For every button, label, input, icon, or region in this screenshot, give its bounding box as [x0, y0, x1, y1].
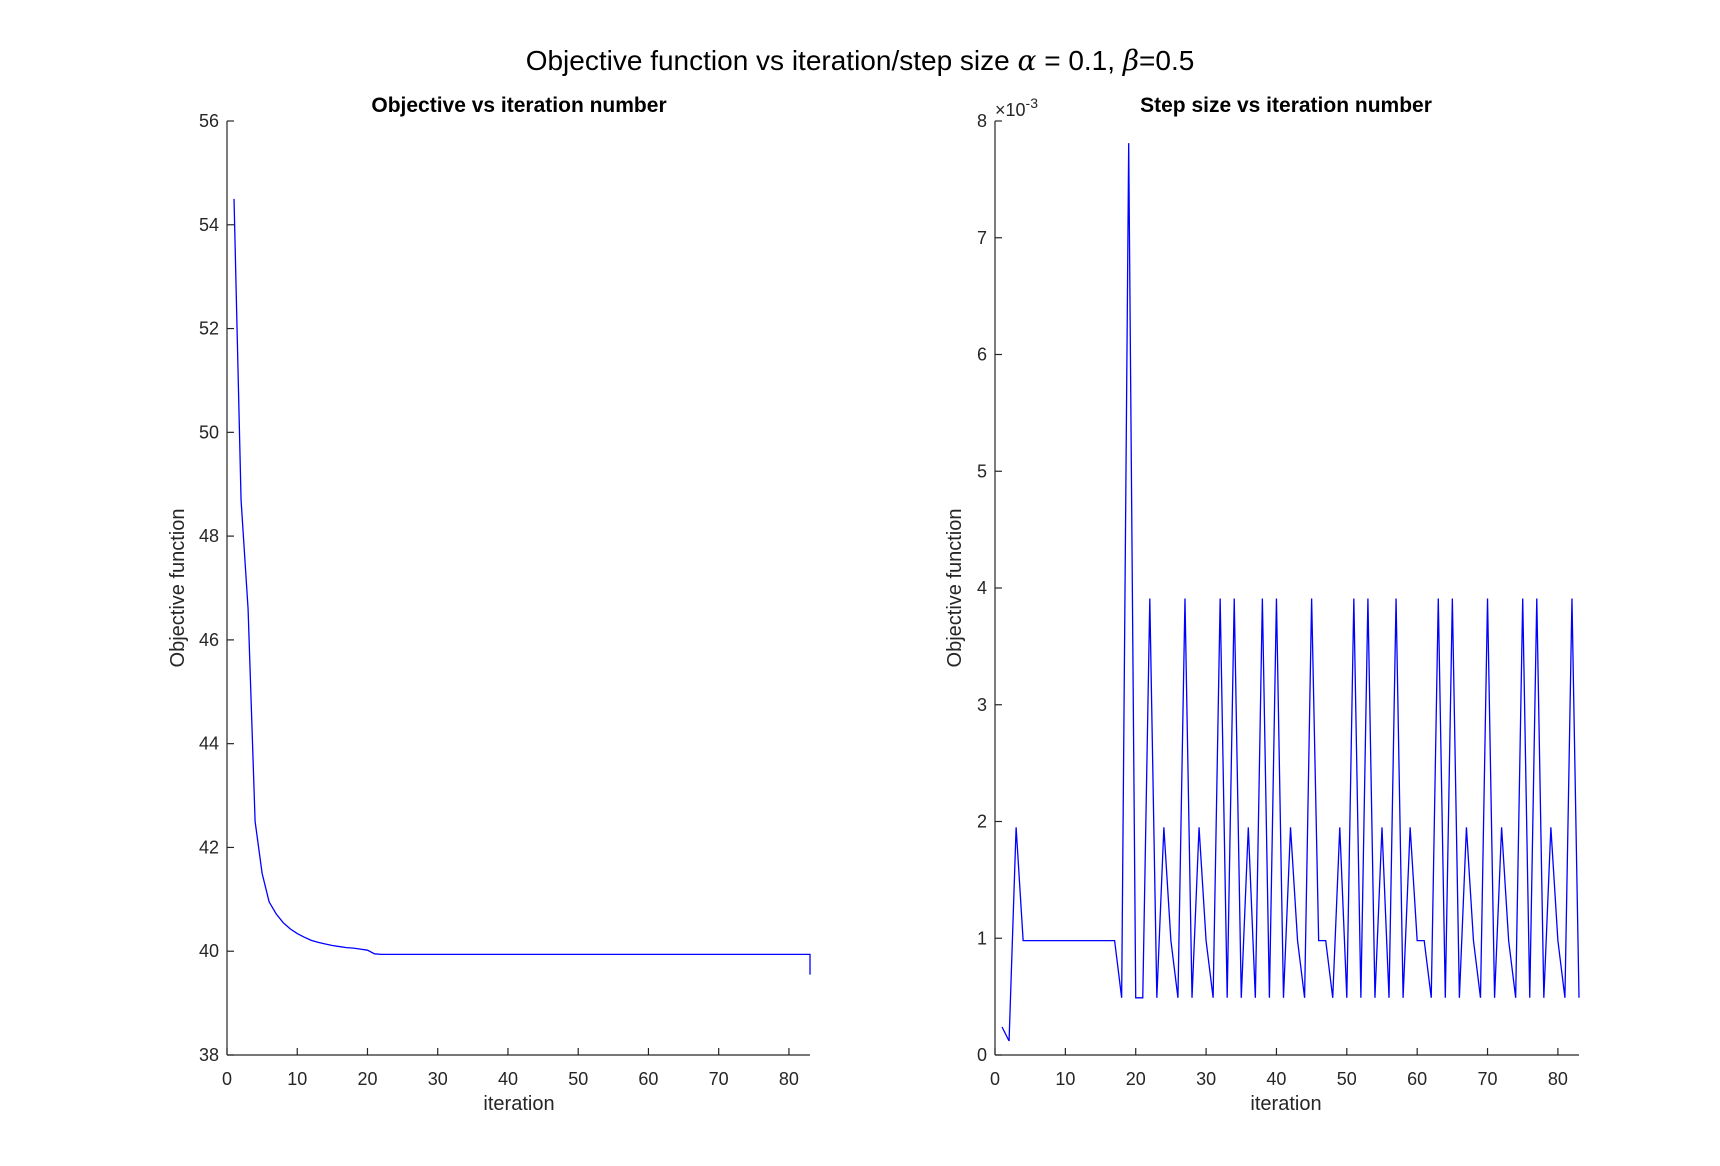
step-size-plot-x-tick-label: 20 — [1126, 1069, 1146, 1089]
objective-plot-x-tick-label: 70 — [709, 1069, 729, 1089]
objective-plot-x-tick-label: 50 — [568, 1069, 588, 1089]
step-size-plot-series-line — [1001, 143, 1580, 1042]
objective-plot-y-tick-label: 52 — [199, 319, 219, 339]
objective-plot-series-line — [233, 198, 811, 975]
objective-plot-x-tick-label: 40 — [498, 1069, 518, 1089]
objective-plot-x-tick-label: 20 — [357, 1069, 377, 1089]
objective-plot-y-tick-label: 50 — [199, 422, 219, 442]
step-size-plot-x-tick-label: 40 — [1266, 1069, 1286, 1089]
objective-plot-y-tick-label: 38 — [199, 1045, 219, 1065]
objective-plot-y-label: Objective function — [167, 509, 189, 668]
objective-plot-y-tick-label: 44 — [199, 734, 219, 754]
step-size-plot-x-tick-label: 50 — [1337, 1069, 1357, 1089]
objective-plot-y-tick-label: 54 — [199, 215, 219, 235]
objective-plot-x-tick-label: 30 — [428, 1069, 448, 1089]
step-size-plot-x-tick-label: 0 — [990, 1069, 1000, 1089]
step-size-plot-x-label: iteration — [1250, 1093, 1321, 1115]
step-size-plot-x-tick-label: 60 — [1407, 1069, 1427, 1089]
objective-plot-y-tick-label: 46 — [199, 630, 219, 650]
step-size-plot-y-tick-label: 5 — [977, 461, 987, 481]
step-size-plot-x-tick-label: 70 — [1478, 1069, 1498, 1089]
step-size-plot-y-tick-label: 7 — [977, 228, 987, 248]
figure-title: Objective function vs iteration/step siz… — [526, 44, 1195, 77]
step-size-plot-y-tick-label: 0 — [977, 1045, 987, 1065]
objective-plot-x-tick-label: 0 — [222, 1069, 232, 1089]
step-size-plot-x-tick-label: 30 — [1196, 1069, 1216, 1089]
step-size-plot-y-tick-label: 4 — [977, 578, 987, 598]
objective-plot-x-tick-label: 60 — [638, 1069, 658, 1089]
objective-plot-y-tick-label: 56 — [199, 111, 219, 131]
step-size-plot-y-tick-label: 6 — [977, 345, 987, 365]
step-size-plot-x-tick-label: 80 — [1548, 1069, 1568, 1089]
step-size-plot-x-tick-label: 10 — [1055, 1069, 1075, 1089]
step-size-plot: Step size vs iteration number iteration … — [944, 94, 1580, 1115]
step-size-plot-y-tick-label: 1 — [977, 928, 987, 948]
objective-plot-x-tick-label: 10 — [287, 1069, 307, 1089]
step-size-plot-y-label: Objective function — [944, 509, 966, 668]
objective-plot-y-tick-label: 48 — [199, 526, 219, 546]
step-size-plot-title: Step size vs iteration number — [1140, 94, 1432, 117]
step-size-plot-y-tick-label: 8 — [977, 111, 987, 131]
objective-plot-y-tick-label: 42 — [199, 837, 219, 857]
objective-plot-title: Objective vs iteration number — [371, 94, 666, 117]
objective-plot-x-tick-label: 80 — [779, 1069, 799, 1089]
step-size-plot-y-tick-label: 2 — [977, 812, 987, 832]
step-size-plot-y-exponent: ×10-3 — [995, 95, 1038, 120]
objective-plot-y-tick-label: 40 — [199, 941, 219, 961]
objective-plot: Objective vs iteration number iteration … — [167, 94, 811, 1115]
step-size-plot-y-tick-label: 3 — [977, 695, 987, 715]
objective-plot-x-label: iteration — [483, 1093, 554, 1115]
